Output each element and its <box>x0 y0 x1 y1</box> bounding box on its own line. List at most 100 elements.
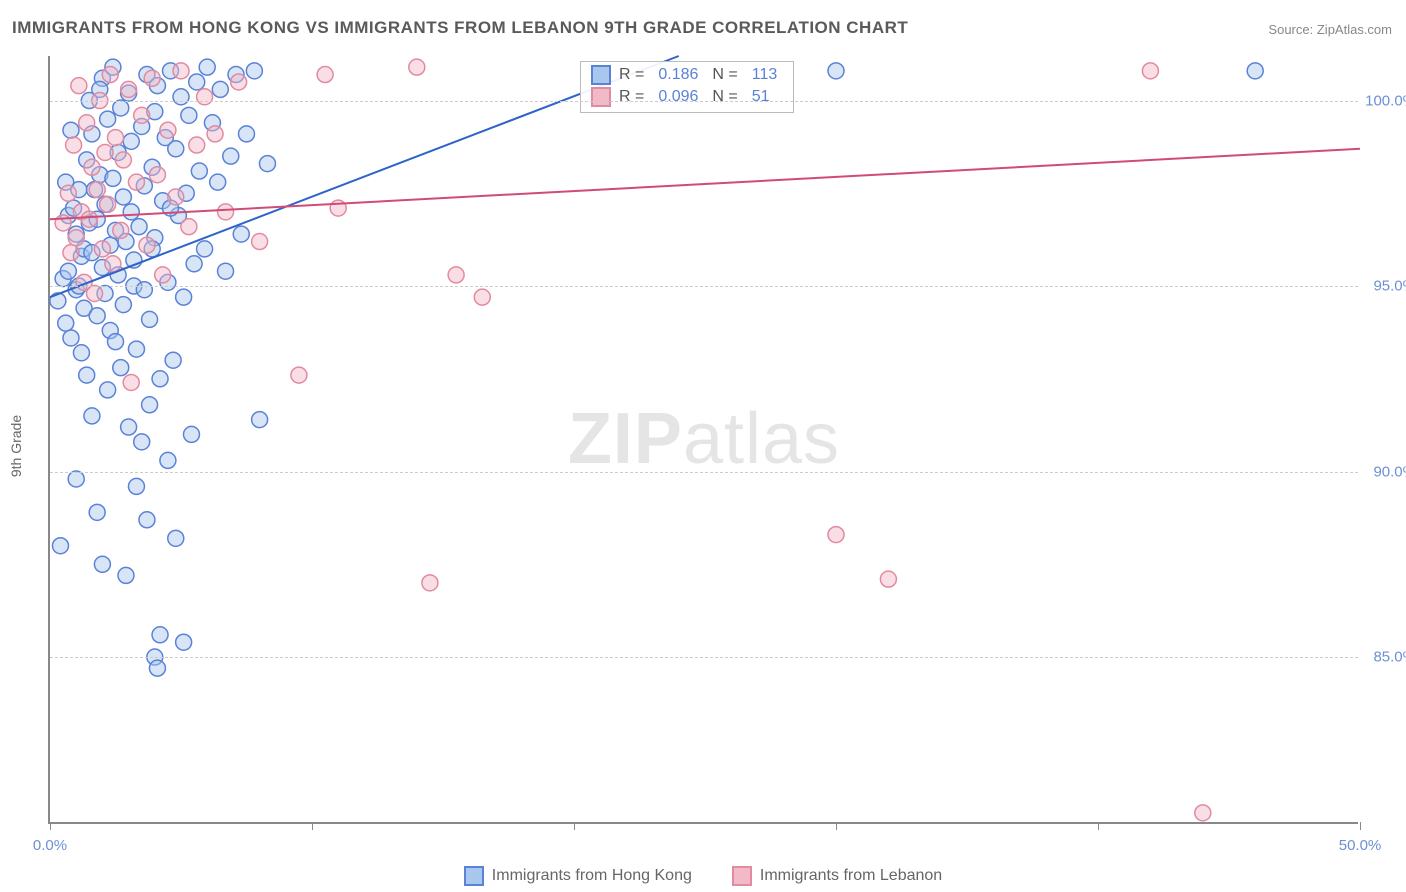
plot-area: ZIPatlas R = 0.186 N = 113 R = 0.096 N =… <box>48 56 1358 824</box>
r-value-lebanon: 0.096 <box>652 88 704 106</box>
scatter-point-lebanon <box>448 267 464 283</box>
scatter-point-lebanon <box>100 196 116 212</box>
scatter-point-lebanon <box>94 241 110 257</box>
bottom-legend-hongkong: Immigrants from Hong Kong <box>464 866 692 886</box>
scatter-point-hongkong <box>73 345 89 361</box>
n-value-hongkong: 113 <box>746 66 784 84</box>
scatter-point-hongkong <box>239 126 255 142</box>
r-label: R = <box>619 88 644 106</box>
scatter-point-lebanon <box>60 185 76 201</box>
x-tick <box>50 822 51 830</box>
y-tick-label: 100.0% <box>1362 92 1406 109</box>
scatter-point-hongkong <box>183 426 199 442</box>
legend-row-hongkong: R = 0.186 N = 113 <box>591 64 783 86</box>
scatter-point-hongkong <box>100 111 116 127</box>
gridline-h <box>50 286 1358 287</box>
bottom-legend-label: Immigrants from Lebanon <box>760 867 942 885</box>
scatter-point-hongkong <box>152 627 168 643</box>
gridline-h <box>50 472 1358 473</box>
scatter-point-lebanon <box>155 267 171 283</box>
scatter-point-hongkong <box>186 256 202 272</box>
scatter-point-lebanon <box>79 115 95 131</box>
scatter-point-hongkong <box>197 241 213 257</box>
scatter-point-hongkong <box>218 263 234 279</box>
scatter-point-hongkong <box>142 397 158 413</box>
scatter-point-lebanon <box>108 130 124 146</box>
scatter-point-lebanon <box>81 211 97 227</box>
n-value-lebanon: 51 <box>746 88 776 106</box>
scatter-point-lebanon <box>71 78 87 94</box>
gridline-h <box>50 101 1358 102</box>
scatter-point-hongkong <box>168 530 184 546</box>
scatter-point-lebanon <box>149 167 165 183</box>
scatter-point-lebanon <box>160 122 176 138</box>
source-credit: Source: ZipAtlas.com <box>1268 22 1392 37</box>
correlation-legend: R = 0.186 N = 113 R = 0.096 N = 51 <box>580 61 794 113</box>
trend-line-lebanon <box>50 149 1360 219</box>
scatter-point-hongkong <box>123 204 139 220</box>
x-tick-label: 50.0% <box>1339 837 1382 854</box>
chart-svg <box>50 56 1358 822</box>
n-label: N = <box>712 88 737 106</box>
scatter-point-lebanon <box>1142 63 1158 79</box>
scatter-point-hongkong <box>63 122 79 138</box>
r-value-hongkong: 0.186 <box>652 66 704 84</box>
scatter-point-hongkong <box>108 334 124 350</box>
scatter-point-hongkong <box>131 219 147 235</box>
scatter-point-hongkong <box>134 434 150 450</box>
bottom-legend-label: Immigrants from Hong Kong <box>492 867 692 885</box>
scatter-point-hongkong <box>89 504 105 520</box>
scatter-point-lebanon <box>181 219 197 235</box>
scatter-point-hongkong <box>113 360 129 376</box>
gridline-h <box>50 657 1358 658</box>
scatter-point-lebanon <box>63 245 79 261</box>
scatter-point-hongkong <box>168 141 184 157</box>
scatter-point-lebanon <box>197 89 213 105</box>
scatter-point-lebanon <box>828 527 844 543</box>
scatter-point-hongkong <box>223 148 239 164</box>
scatter-point-hongkong <box>123 133 139 149</box>
scatter-point-hongkong <box>139 512 155 528</box>
scatter-point-hongkong <box>149 660 165 676</box>
x-tick <box>836 822 837 830</box>
scatter-point-hongkong <box>181 107 197 123</box>
bottom-legend-lebanon: Immigrants from Lebanon <box>732 866 942 886</box>
scatter-point-hongkong <box>100 382 116 398</box>
scatter-point-lebanon <box>218 204 234 220</box>
swatch-hongkong <box>591 65 611 85</box>
scatter-point-hongkong <box>52 538 68 554</box>
scatter-point-hongkong <box>142 311 158 327</box>
x-tick <box>1360 822 1361 830</box>
scatter-point-hongkong <box>160 452 176 468</box>
scatter-point-hongkong <box>259 156 275 172</box>
chart-title: IMMIGRANTS FROM HONG KONG VS IMMIGRANTS … <box>12 18 908 38</box>
scatter-point-lebanon <box>207 126 223 142</box>
scatter-point-lebanon <box>102 67 118 83</box>
scatter-point-lebanon <box>291 367 307 383</box>
y-tick-label: 95.0% <box>1362 278 1406 295</box>
scatter-point-lebanon <box>231 74 247 90</box>
x-tick <box>312 822 313 830</box>
scatter-point-hongkong <box>212 81 228 97</box>
scatter-point-lebanon <box>128 174 144 190</box>
scatter-point-hongkong <box>210 174 226 190</box>
scatter-point-lebanon <box>168 189 184 205</box>
scatter-point-lebanon <box>134 107 150 123</box>
scatter-point-hongkong <box>68 471 84 487</box>
scatter-point-hongkong <box>152 371 168 387</box>
scatter-point-lebanon <box>84 159 100 175</box>
scatter-point-lebanon <box>87 285 103 301</box>
scatter-point-hongkong <box>60 263 76 279</box>
bottom-legend: Immigrants from Hong Kong Immigrants fro… <box>0 866 1406 886</box>
scatter-point-lebanon <box>121 81 137 97</box>
scatter-point-hongkong <box>1247 63 1263 79</box>
scatter-point-hongkong <box>176 289 192 305</box>
scatter-point-hongkong <box>115 297 131 313</box>
scatter-point-hongkong <box>58 315 74 331</box>
source-label: Source: <box>1268 22 1313 37</box>
scatter-point-hongkong <box>252 412 268 428</box>
x-tick <box>1098 822 1099 830</box>
scatter-point-hongkong <box>199 59 215 75</box>
scatter-point-hongkong <box>191 163 207 179</box>
n-label: N = <box>712 66 737 84</box>
